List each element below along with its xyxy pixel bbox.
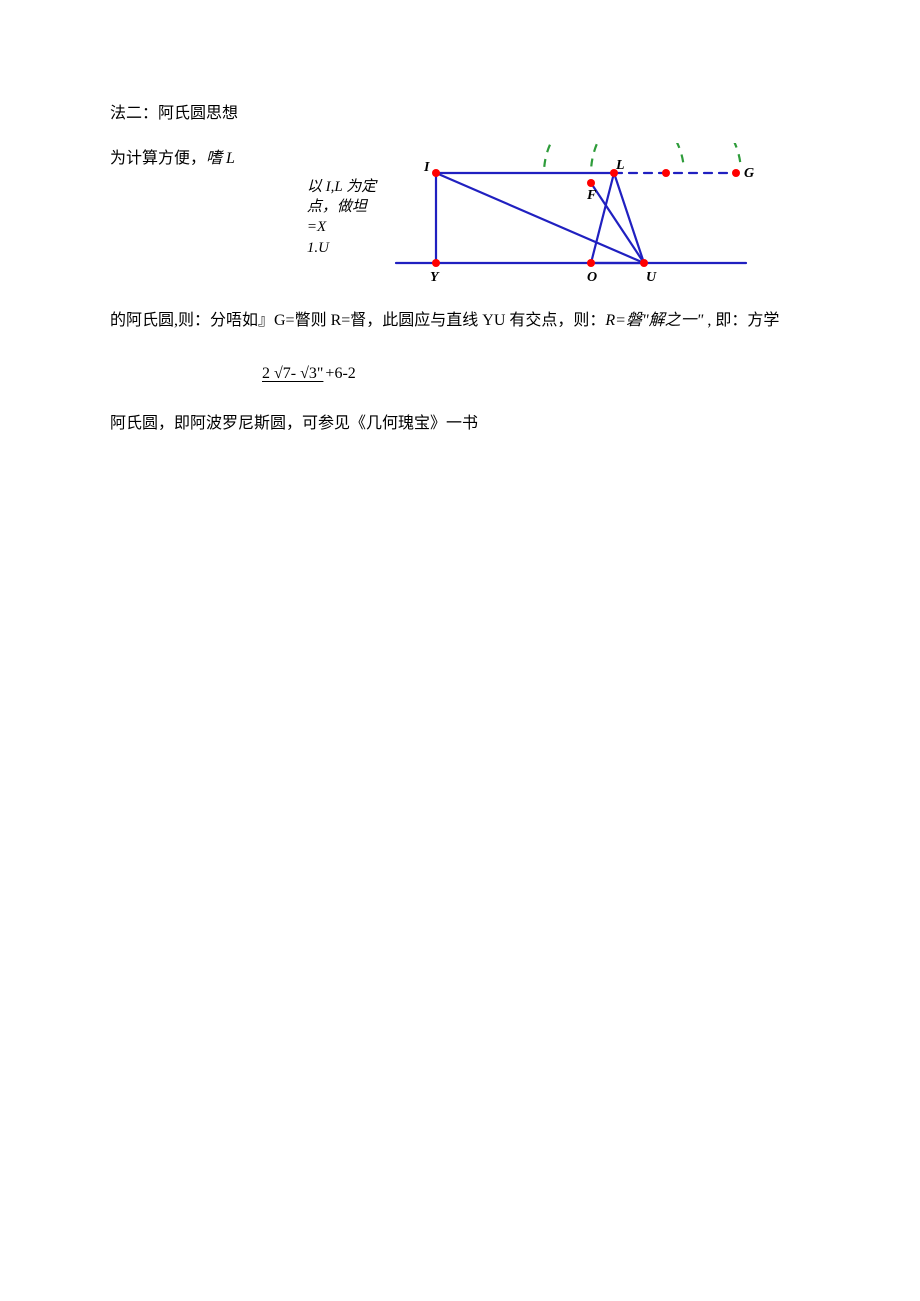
formula-line: 2 √7- √3"+6-2 [110,360,810,389]
row-figure: 为计算方便，嗜 L 以 I,L 为定 点，做坦 =X 1.U I Y F L O U G [110,143,810,303]
formula-tail: +6-2 [325,365,355,382]
formula-underlined: 2 √7- √3" [260,365,325,382]
svg-text:U: U [646,270,657,285]
mid-l3: =X [307,217,376,237]
svg-text:F: F [586,188,597,203]
svg-text:O: O [587,270,597,285]
geometry-figure: I Y F L O U G [376,143,810,303]
row2-mid-block: 以 I,L 为定 点，做坦 =X 1.U [235,143,376,258]
para3-a: 的阿氏圆,则：分唔如』G=瞥则 R=督，此圆应与直线 YU 有交点，则： [110,312,605,329]
svg-text:G: G [744,166,754,181]
paragraph-explain: 的阿氏圆,则：分唔如』G=瞥则 R=督，此圆应与直线 YU 有交点，则：R=磐"… [110,309,810,334]
geometry-svg: I Y F L O U G [376,143,756,303]
mid-l4: 1.U [307,238,376,258]
heading-method-2: 法二：阿氏圆思想 [110,100,810,129]
row2-left-a: 为计算方便， [110,150,206,167]
svg-text:L: L [615,158,625,173]
para3-c: , 即：方学 [703,312,779,329]
row2-left-text: 为计算方便，嗜 L [110,143,235,174]
mid-l2: 点，做坦 [307,197,376,217]
row2-left-b: 嗜 L [206,150,235,167]
svg-text:Y: Y [430,270,440,285]
mid-l1: 以 I,L 为定 [307,177,376,197]
para3-b: R=磐"解之一" [605,312,703,329]
svg-text:I: I [423,160,430,175]
closing-line: 阿氏圆，即阿波罗尼斯圆，可参见《几何瑰宝》一书 [110,410,810,439]
